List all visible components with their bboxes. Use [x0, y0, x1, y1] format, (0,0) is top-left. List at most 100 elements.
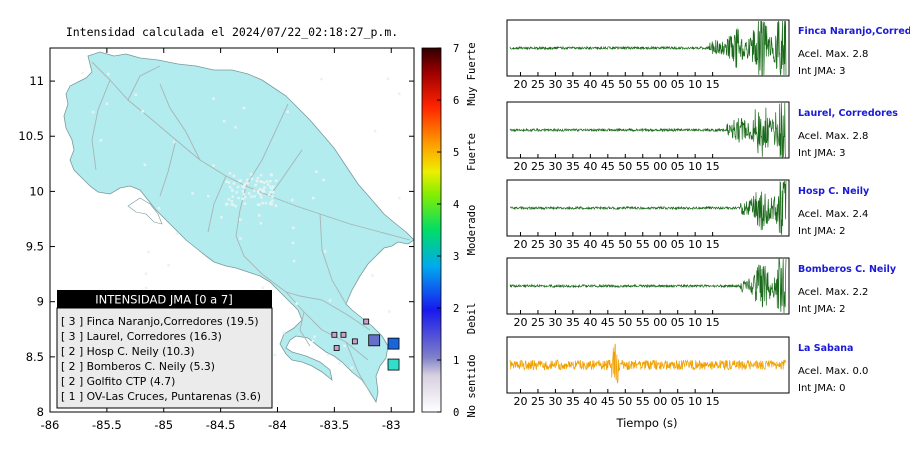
map-y-axis: 8 8.5 9 9.5 10 10.5 11 [18, 74, 414, 419]
town-marker [271, 199, 274, 202]
road [269, 149, 303, 197]
time-tick-label: 10 [688, 395, 702, 408]
time-tick-label: 35 [566, 316, 580, 329]
time-tick-label: 35 [566, 395, 580, 408]
x-tick-label: -85 [154, 418, 173, 432]
time-tick-label: 15 [706, 160, 720, 173]
town-marker [269, 173, 273, 176]
colorbar-category-labels: No sentido Debil Moderado Fuerte Muy Fuerte [466, 42, 478, 417]
town-markers [81, 71, 401, 371]
town-marker [207, 194, 210, 198]
waveform-trace [509, 258, 787, 314]
legend-item: [ 3 ] Laurel, Corredores (16.3) [61, 330, 222, 343]
town-marker [253, 195, 256, 198]
y-tick-label: 9.5 [26, 240, 44, 254]
int-jma-label: Int JMA: 3 [798, 148, 846, 159]
time-tick-label: 50 [618, 160, 632, 173]
town-marker [237, 196, 240, 200]
town-marker [212, 164, 215, 167]
town-marker [225, 180, 229, 183]
town-marker [147, 250, 150, 254]
town-marker [260, 196, 263, 199]
station-marker [340, 331, 347, 338]
town-marker [386, 77, 390, 81]
town-marker [262, 190, 266, 193]
town-marker [242, 193, 246, 196]
y-tick-label: 10.5 [18, 129, 44, 143]
x-tick-label: -84.5 [206, 418, 236, 432]
acel-max-label: Acel. Max. 2.8 [798, 131, 868, 142]
waveform-trace [509, 102, 786, 158]
town-marker [328, 299, 332, 302]
time-tick-label: 50 [618, 316, 632, 329]
town-marker [269, 185, 272, 189]
town-marker [295, 302, 299, 305]
station-name: La Sabana [798, 343, 853, 354]
time-tick-label: 45 [601, 238, 615, 251]
town-marker [269, 201, 272, 204]
waveform-panel: 20 25 30 35 40 45 50 55 00 05 10 15 Bomberos C. Neil… [506, 257, 897, 329]
time-tick-label: 25 [531, 238, 545, 251]
town-marker [228, 185, 232, 189]
time-tick-label: 55 [636, 78, 650, 91]
town-marker [343, 344, 346, 348]
station-marker [387, 337, 400, 350]
town-marker [373, 129, 377, 133]
time-tick-label: 30 [548, 78, 562, 91]
colorbar-category-label: No sentido [466, 354, 478, 417]
town-marker [234, 126, 237, 129]
town-marker [274, 204, 278, 207]
intensity-legend: INTENSIDAD JMA [0 a 7] [ 3 ] Finca Naran… [56, 290, 273, 409]
town-marker [286, 110, 289, 114]
town-marker [173, 140, 176, 144]
station-marker [387, 358, 400, 371]
x-tick-label: -86 [41, 418, 60, 432]
town-marker [270, 187, 273, 191]
map-title: Intensidad calculada el 2024/07/22_02:18… [66, 25, 398, 39]
town-marker [270, 202, 274, 206]
town-marker [167, 263, 170, 267]
waveform-trace [509, 20, 787, 76]
time-tick-label: 55 [636, 395, 650, 408]
town-marker [253, 189, 256, 192]
town-marker [232, 182, 236, 185]
station-marker [368, 334, 381, 347]
waveform-trace [509, 343, 787, 384]
legend-item: [ 2 ] Hosp C. Neily (10.3) [61, 345, 195, 358]
town-marker [247, 192, 251, 195]
town-marker [326, 353, 330, 357]
town-marker [322, 178, 325, 182]
time-tick-label: 05 [671, 238, 685, 251]
time-tick-label: 25 [531, 316, 545, 329]
town-marker [227, 198, 231, 201]
town-marker [235, 191, 238, 194]
int-jma-label: Int JMA: 3 [798, 66, 846, 77]
colorbar-ticks: 0 1 2 3 4 5 6 7 [437, 43, 459, 419]
town-marker [255, 179, 259, 183]
town-marker [261, 201, 264, 205]
town-marker [107, 72, 110, 76]
nicoya-gulf [127, 197, 163, 225]
y-tick-label: 9 [37, 295, 44, 309]
time-tick-label: 15 [706, 316, 720, 329]
town-marker [259, 222, 263, 225]
colorbar-category-label: Muy Fuerte [466, 42, 478, 105]
town-marker [243, 196, 247, 199]
time-tick-label: 50 [618, 238, 632, 251]
road [299, 311, 311, 347]
station-name: Laurel, Corredores [798, 108, 898, 119]
time-tick-label: 25 [531, 395, 545, 408]
road [319, 213, 347, 305]
town-marker [256, 203, 260, 206]
town-marker [81, 71, 84, 75]
colorbar-tick-label: 7 [453, 43, 459, 55]
legend-box [56, 307, 273, 409]
road [285, 291, 371, 331]
colorbar-scale [421, 47, 442, 413]
time-tick-label: 00 [653, 160, 667, 173]
town-marker [257, 214, 261, 217]
colorbar-tick-label: 1 [453, 355, 459, 367]
x-tick-label: -83.5 [319, 418, 349, 432]
time-tick-label: 45 [601, 78, 615, 91]
town-marker [105, 102, 109, 105]
